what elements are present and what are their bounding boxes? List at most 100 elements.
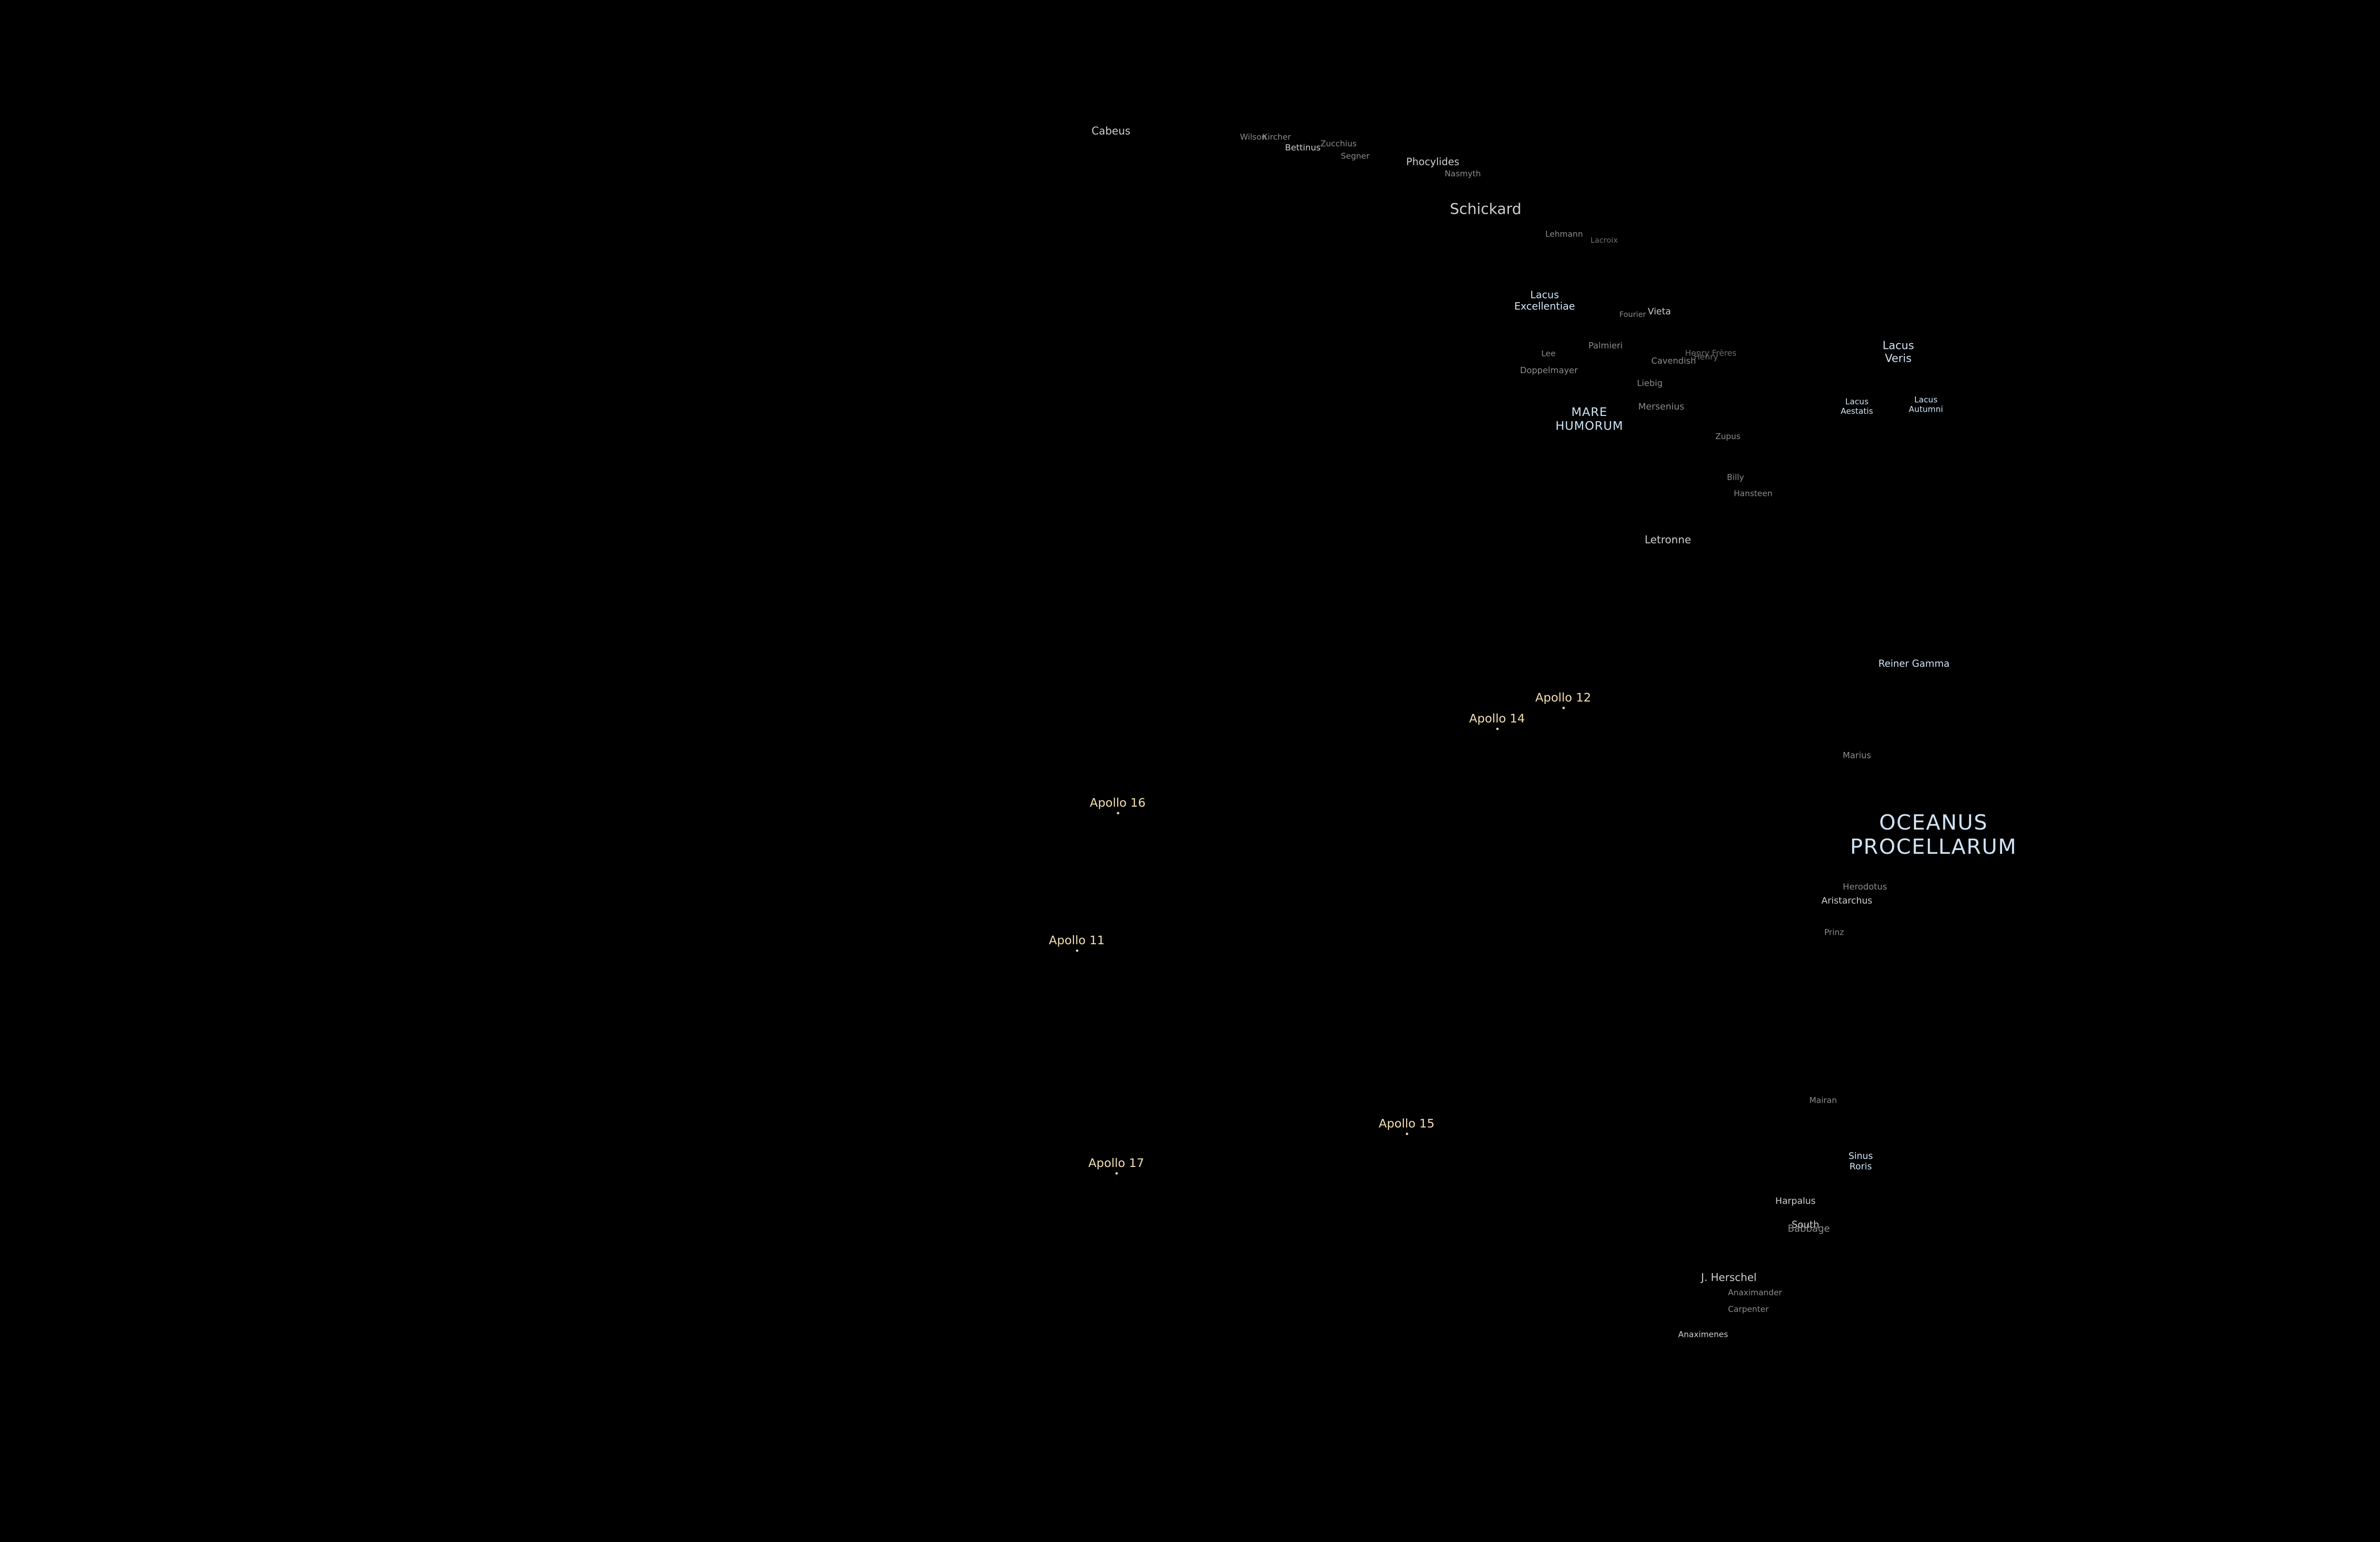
- feature-label-harpalus[interactable]: Harpalus: [1775, 1196, 1816, 1206]
- feature-label-palmieri[interactable]: Palmieri: [1588, 341, 1623, 351]
- feature-label-text: Carpenter: [1728, 1305, 1769, 1315]
- feature-label-lacus-veris[interactable]: Lacus Veris: [1883, 339, 1914, 365]
- feature-label-text: Kircher: [1262, 132, 1291, 142]
- feature-label-text: Cavendish: [1651, 356, 1696, 366]
- feature-label-lee[interactable]: Lee: [1541, 349, 1556, 358]
- feature-label-reiner-gamma[interactable]: Reiner Gamma: [1878, 658, 1949, 669]
- feature-label-zupus[interactable]: Zupus: [1716, 432, 1741, 441]
- feature-label-text: Lee: [1541, 349, 1556, 359]
- feature-label-text: Doppelmayer: [1520, 365, 1578, 376]
- feature-label-text: Harpalus: [1775, 1196, 1816, 1206]
- feature-label-text: Nasmyth: [1444, 169, 1481, 179]
- feature-label-lacus-aestatis[interactable]: Lacus Aestatis: [1841, 397, 1873, 416]
- feature-label-line: Veris: [1885, 352, 1912, 365]
- feature-label-line: Lacus: [1845, 397, 1869, 407]
- feature-label-kircher[interactable]: Kircher: [1262, 133, 1291, 142]
- feature-label-cabeus[interactable]: Cabeus: [1091, 126, 1130, 138]
- feature-label-herodotus[interactable]: Herodotus: [1843, 882, 1887, 892]
- landing-site-marker-dot: [1496, 728, 1498, 730]
- feature-label-aristarchus[interactable]: Aristarchus: [1822, 896, 1873, 906]
- feature-label-apollo-12[interactable]: Apollo 12: [1535, 691, 1591, 709]
- feature-label-line: Excellentiae: [1514, 301, 1575, 312]
- landing-site-marker-dot: [1406, 1133, 1408, 1135]
- feature-label-babbage[interactable]: Babbage: [1788, 1223, 1830, 1234]
- feature-label-vieta[interactable]: Vieta: [1648, 306, 1671, 316]
- feature-label-letronne[interactable]: Letronne: [1645, 534, 1691, 547]
- feature-label-text: Apollo 17: [1088, 1156, 1144, 1170]
- feature-label-apollo-14[interactable]: Apollo 14: [1469, 712, 1525, 730]
- feature-label-lacroix[interactable]: Lacroix: [1590, 236, 1617, 245]
- feature-label-prinz[interactable]: Prinz: [1824, 928, 1844, 937]
- feature-label-text: Schickard: [1449, 200, 1522, 218]
- feature-label-text: Apollo 14: [1469, 712, 1525, 725]
- feature-label-text: Apollo 16: [1090, 796, 1146, 810]
- feature-label-text: J. Herschel: [1701, 1272, 1757, 1284]
- feature-label-lacus-excellentiae[interactable]: Lacus Excellentiae: [1514, 289, 1575, 313]
- feature-label-text: Anaximenes: [1678, 1330, 1728, 1340]
- feature-label-liebig[interactable]: Liebig: [1637, 378, 1663, 388]
- feature-label-line: Aestatis: [1841, 406, 1873, 416]
- feature-label-bettinus[interactable]: Bettinus: [1285, 143, 1321, 153]
- feature-label-text: Aristarchus: [1821, 895, 1873, 906]
- feature-label-segner[interactable]: Segner: [1341, 152, 1369, 161]
- feature-label-cavendish[interactable]: Cavendish: [1651, 356, 1696, 366]
- feature-label-text: Phocylides: [1406, 156, 1459, 168]
- feature-label-text: Apollo 15: [1378, 1117, 1435, 1130]
- feature-label-lacus-autumni[interactable]: Lacus Autumni: [1909, 395, 1943, 414]
- feature-label-text: Liebig: [1637, 378, 1663, 388]
- feature-label-wilson[interactable]: Wilson: [1240, 133, 1267, 142]
- feature-label-text: Herodotus: [1843, 881, 1887, 892]
- landing-site-marker-dot: [1562, 707, 1565, 709]
- feature-label-mare-humorum[interactable]: MARE HUMORUM: [1556, 405, 1624, 433]
- feature-label-text: Fourier: [1619, 310, 1646, 319]
- feature-label-text: Cabeus: [1091, 125, 1130, 138]
- feature-label-doppelmayer[interactable]: Doppelmayer: [1520, 366, 1578, 376]
- feature-label-apollo-15[interactable]: Apollo 15: [1378, 1117, 1435, 1135]
- feature-label-text: Anaximander: [1728, 1288, 1782, 1298]
- feature-label-text: Apollo 12: [1535, 691, 1591, 704]
- feature-label-hansteen[interactable]: Hansteen: [1734, 489, 1772, 498]
- feature-label-anaximander[interactable]: Anaximander: [1728, 1288, 1782, 1297]
- feature-label-text: Hansteen: [1734, 489, 1773, 499]
- feature-label-nasmyth[interactable]: Nasmyth: [1445, 169, 1481, 178]
- feature-label-oceanus-procellarum[interactable]: OCEANUS PROCELLARUM: [1850, 811, 2017, 859]
- feature-label-text: Lehmann: [1545, 229, 1583, 239]
- feature-label-apollo-16[interactable]: Apollo 16: [1090, 796, 1146, 814]
- feature-label-text: Bettinus: [1285, 142, 1321, 153]
- feature-label-line: MARE: [1571, 405, 1607, 419]
- feature-label-lehmann[interactable]: Lehmann: [1546, 230, 1583, 239]
- feature-label-anaximenes[interactable]: Anaximenes: [1678, 1330, 1728, 1339]
- feature-label-henry-freres[interactable]: Henry Frères: [1685, 349, 1736, 358]
- feature-label-j-herschel[interactable]: J. Herschel: [1701, 1272, 1757, 1285]
- feature-label-apollo-17[interactable]: Apollo 17: [1088, 1156, 1144, 1175]
- feature-label-line: Lacus: [1914, 395, 1938, 405]
- feature-label-south[interactable]: South: [1792, 1219, 1819, 1230]
- feature-label-text: Prinz: [1824, 928, 1844, 938]
- feature-label-text: Reiner Gamma: [1878, 657, 1950, 669]
- feature-label-text: Marius: [1843, 750, 1871, 761]
- feature-label-mersenius[interactable]: Mersenius: [1638, 402, 1685, 412]
- landing-site-marker-dot: [1115, 1172, 1118, 1175]
- feature-label-marius[interactable]: Marius: [1843, 751, 1871, 761]
- feature-label-carpenter[interactable]: Carpenter: [1728, 1305, 1768, 1314]
- landing-site-marker-dot: [1117, 812, 1119, 814]
- landing-site-marker-dot: [1076, 949, 1078, 952]
- feature-label-text: Segner: [1340, 151, 1370, 161]
- feature-label-apollo-11[interactable]: Apollo 11: [1049, 933, 1105, 952]
- feature-label-sinus-roris[interactable]: Sinus Roris: [1848, 1151, 1873, 1172]
- feature-label-text: Lacroix: [1590, 236, 1618, 245]
- feature-label-schickard[interactable]: Schickard: [1450, 201, 1521, 218]
- feature-label-text: Palmieri: [1588, 340, 1623, 351]
- feature-label-billy[interactable]: Billy: [1727, 473, 1744, 482]
- feature-label-zucchius[interactable]: Zucchius: [1320, 139, 1357, 148]
- feature-label-line: PROCELLARUM: [1850, 835, 2017, 859]
- feature-label-line: HUMORUM: [1555, 419, 1624, 433]
- feature-label-text: Apollo 11: [1049, 933, 1105, 947]
- feature-label-text: Mersenius: [1638, 401, 1685, 412]
- feature-label-line: Roris: [1849, 1161, 1872, 1172]
- feature-label-henry[interactable]: Henry: [1694, 353, 1718, 362]
- feature-label-fourier[interactable]: Fourier: [1619, 310, 1646, 319]
- feature-label-phocylides[interactable]: Phocylides: [1406, 156, 1459, 168]
- feature-label-mairan[interactable]: Mairan: [1809, 1096, 1837, 1105]
